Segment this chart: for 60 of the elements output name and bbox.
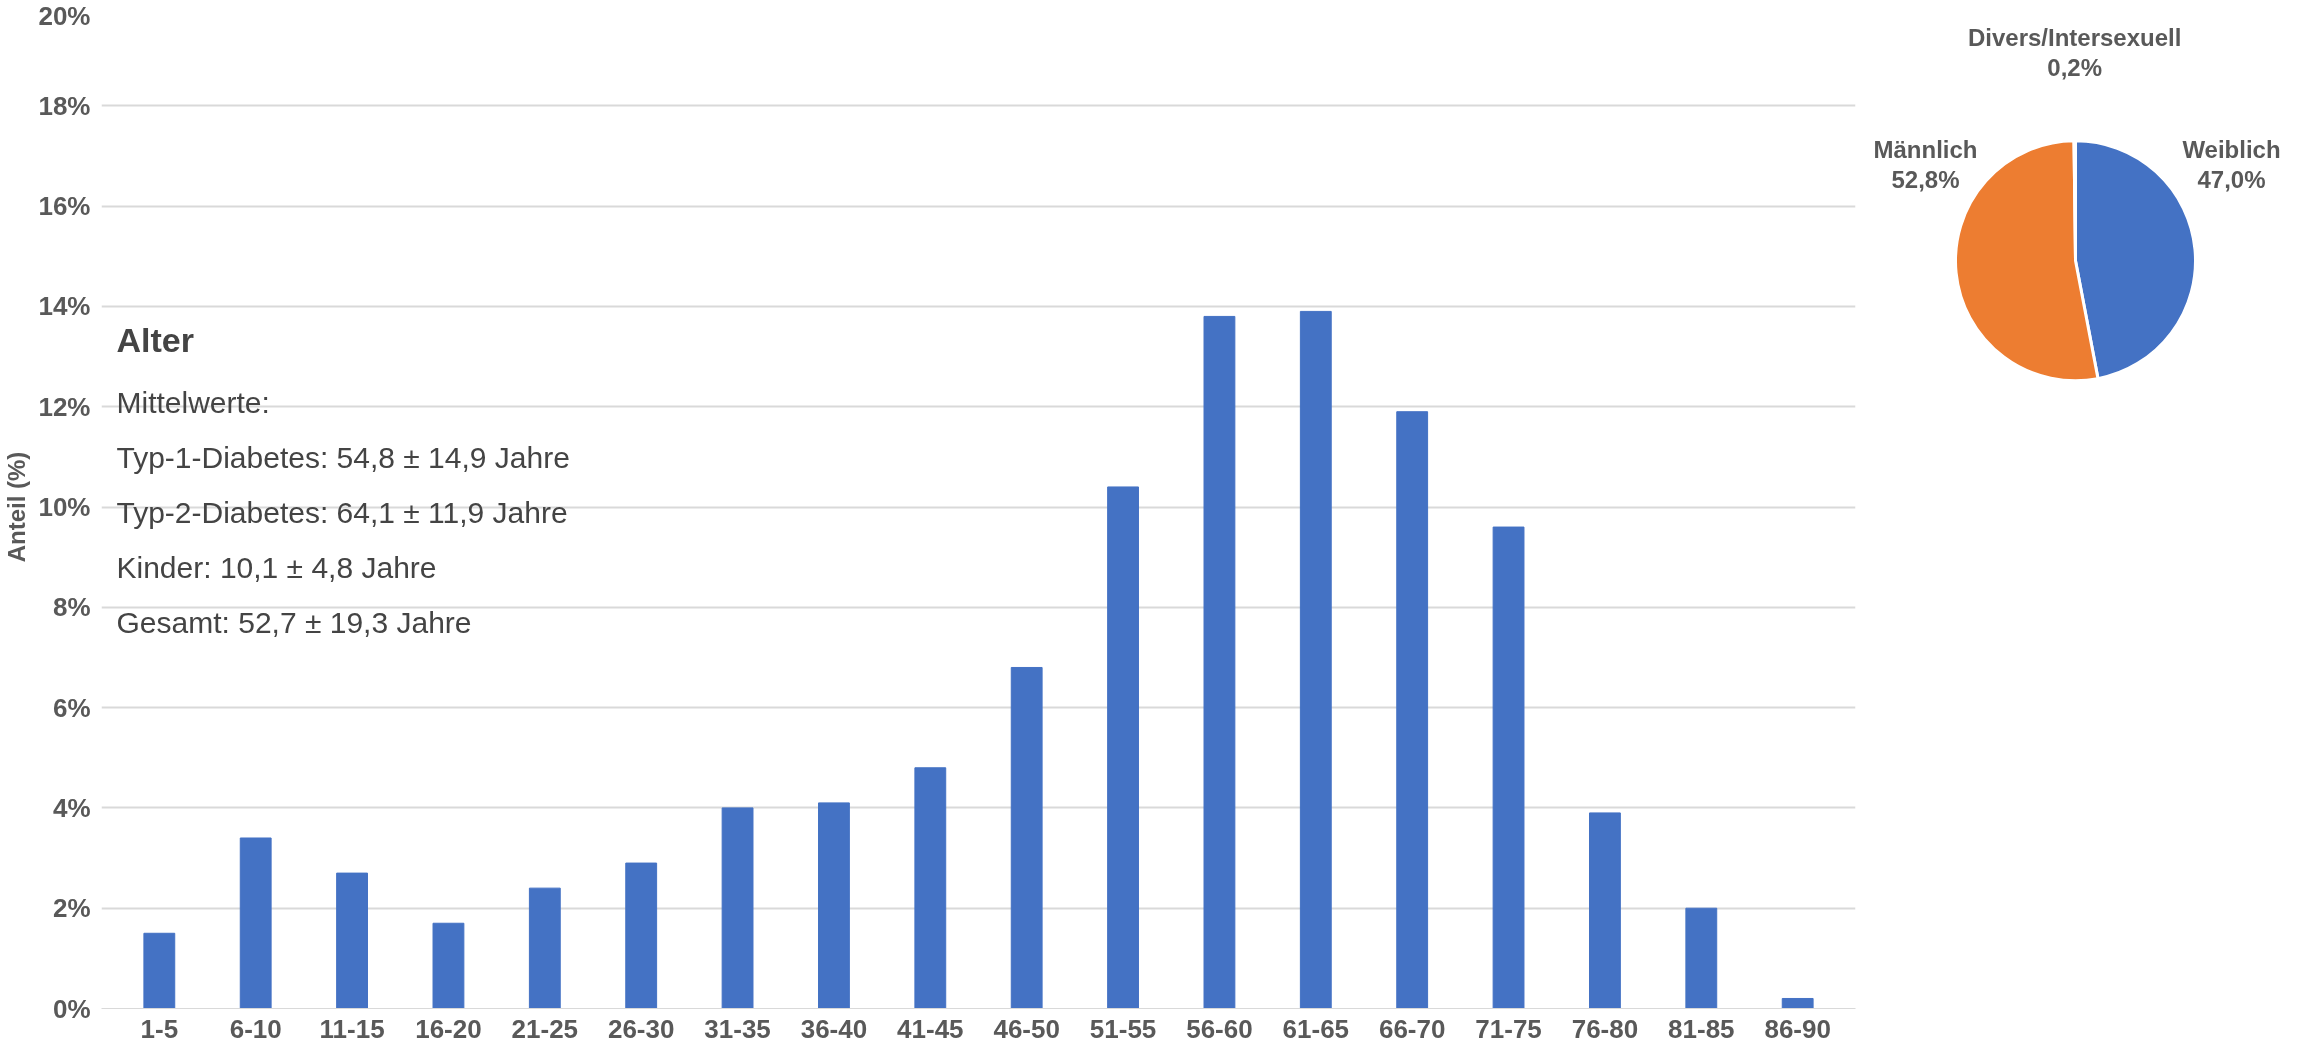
slice-label: Divers/Intersexuell [1967,23,2182,51]
bar [1010,666,1043,1009]
bar [1299,310,1332,1009]
x-tick-label: 71-75 [1475,1013,1542,1044]
y-tick-label: 10% [38,492,91,522]
x-tick-label: 21-25 [511,1013,579,1044]
y-tick-label: 0% [52,993,91,1024]
annotation: Typ-1-Diabetes: 54,8 ± 14,9 Jahre [116,440,570,474]
bar [336,872,368,1009]
bar [528,887,561,1009]
y-tick-label: 8% [52,592,91,623]
x-tick-label: 26-30 [607,1013,675,1044]
x-tick-label: 16-20 [415,1013,482,1044]
slice-label: Männlich [1873,136,1978,164]
y-tick-label: 12% [38,391,91,422]
bar [143,932,176,1009]
x-tick-label: 11-15 [319,1013,385,1044]
y-tick-label: 2% [52,893,91,924]
x-tick-label: 31-35 [704,1013,771,1044]
bar [1492,526,1525,1009]
x-tick-label: 86-90 [1764,1013,1831,1044]
x-tick-label: 66-70 [1378,1013,1446,1044]
y-tick-label: 18% [38,90,91,121]
y-axis-title: Anteil (%) [3,451,31,563]
x-tick-label: 61-65 [1282,1013,1350,1044]
x-tick-label: 76-80 [1571,1013,1639,1044]
bar [625,862,658,1009]
x-tick-label: 51-55 [1089,1013,1157,1044]
bar [1107,486,1139,1009]
bar [239,837,272,1009]
annotation: Mittelwerte: [116,385,270,419]
y-tick-label: 16% [38,191,91,222]
x-tick-label: 56-60 [1186,1013,1253,1044]
bar [1396,411,1429,1009]
y-tick-label: 6% [52,692,91,723]
bar [1203,315,1236,1009]
text: Alter [116,320,194,359]
bar [1685,907,1718,1009]
x-tick-label: 41-45 [897,1013,964,1044]
data-label: 47,0% [2197,165,2266,193]
bar [721,807,754,1009]
y-tick-label: 20% [38,0,91,31]
data-label: 0,2% [2047,53,2103,81]
bar [914,767,947,1009]
bar [1589,812,1621,1009]
annotation: Kinder: 10,1 ± 4,8 Jahre [116,550,437,584]
annotation: Gesamt: 52,7 ± 19,3 Jahre [116,605,472,639]
bar [432,922,465,1009]
x-tick-label: 46-50 [993,1013,1060,1044]
slice-label: Weiblich [2182,136,2281,164]
x-tick-label: 81-85 [1668,1013,1735,1044]
x-tick-label: 36-40 [800,1013,868,1044]
data-label: 52,8% [1891,165,1960,193]
bar [818,802,850,1009]
y-tick-label: 14% [38,291,91,322]
x-tick-label: 1-5 [140,1013,179,1044]
x-tick-label: 6-10 [229,1013,282,1044]
bar [1781,997,1814,1009]
annotation: Typ-2-Diabetes: 64,1 ± 11,9 Jahre [116,495,568,529]
y-tick-label: 4% [52,792,91,823]
